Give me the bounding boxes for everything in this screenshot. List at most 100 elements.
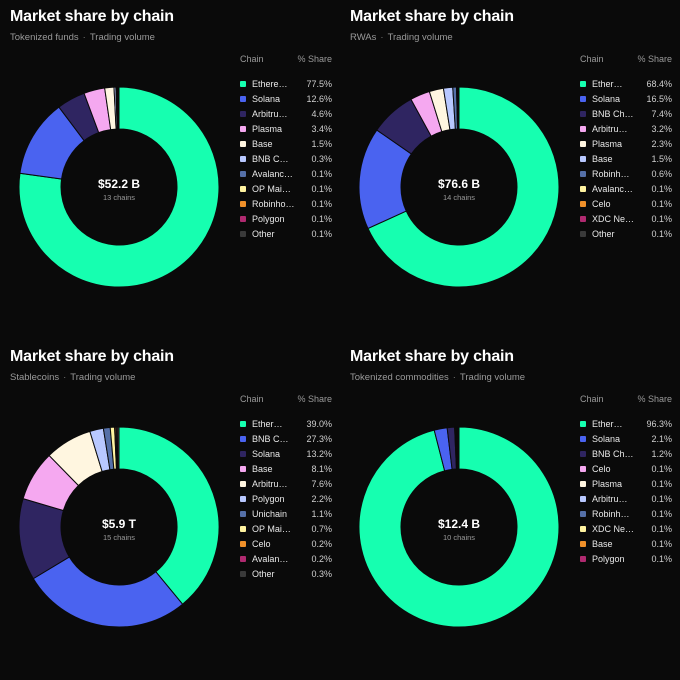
legend-chain-name: BNB Ch… xyxy=(592,448,634,459)
legend-item[interactable]: Other 0.1% xyxy=(240,226,332,241)
chart-title: Market share by chain xyxy=(350,348,514,365)
legend-item[interactable]: Robinh… 0.6% xyxy=(580,166,672,181)
legend-chain-name: Robinh… xyxy=(592,508,630,519)
legend-item[interactable]: Polygon 0.1% xyxy=(240,211,332,226)
legend-header-share: % Share xyxy=(297,54,332,64)
legend-swatch xyxy=(240,480,246,487)
legend-item[interactable]: BNB Ch… 1.2% xyxy=(580,446,672,461)
donut-center-count: 15 chains xyxy=(103,533,135,542)
legend-item[interactable]: Base 1.5% xyxy=(580,151,672,166)
legend-chain-name: Avalan… xyxy=(252,553,289,564)
legend-item[interactable]: Other 0.1% xyxy=(580,226,672,241)
legend-item[interactable]: Other 0.3% xyxy=(240,566,332,581)
subtitle-metric: Trading volume xyxy=(70,372,136,383)
legend-chain-name: Plasma xyxy=(592,478,623,489)
legend-item[interactable]: Polygon 2.2% xyxy=(240,491,332,506)
legend-chain-name: Unichain xyxy=(252,508,288,519)
legend-item[interactable]: Robinh… 0.1% xyxy=(580,506,672,521)
legend-swatch xyxy=(580,525,586,532)
legend-chain-name: Base xyxy=(252,463,273,474)
legend-item[interactable]: Solana 2.1% xyxy=(580,431,672,446)
legend-chain-name: Base xyxy=(592,153,613,164)
legend-share-value: 13.2% xyxy=(306,448,332,459)
chart-panel-rwas: Market share by chain RWAs · Trading volum… xyxy=(340,0,680,340)
legend-item[interactable]: Robinho… 0.1% xyxy=(240,196,332,211)
legend-item[interactable]: Base 1.5% xyxy=(240,136,332,151)
legend-item[interactable]: Ether… 96.3% xyxy=(580,416,672,431)
legend-share-value: 0.1% xyxy=(651,213,672,224)
legend-item[interactable]: Ethere… 77.5% xyxy=(240,76,332,91)
legend-item[interactable]: Ether… 39.0% xyxy=(240,416,332,431)
legend-share-value: 0.1% xyxy=(311,198,332,209)
legend-item[interactable]: Arbitru… 4.6% xyxy=(240,106,332,121)
chart-title: Market share by chain xyxy=(350,8,514,25)
donut-slice-10[interactable] xyxy=(117,86,120,130)
donut-slice-0[interactable] xyxy=(358,426,560,628)
donut-slice-1[interactable] xyxy=(32,556,184,628)
donut-slice-10[interactable] xyxy=(116,426,120,470)
legend-item[interactable]: Polygon 0.1% xyxy=(580,551,672,566)
legend-item[interactable]: Arbitru… 0.1% xyxy=(580,491,672,506)
legend-item[interactable]: Solana 16.5% xyxy=(580,91,672,106)
legend-item[interactable]: Avalanc… 0.1% xyxy=(580,181,672,196)
donut-center-amount: $52.2 B xyxy=(98,177,140,191)
legend-share-value: 0.1% xyxy=(311,213,332,224)
legend-header: Chain % Share xyxy=(240,394,332,408)
legend-item[interactable]: Avalan… 0.2% xyxy=(240,551,332,566)
legend-share-value: 0.1% xyxy=(651,183,672,194)
legend-item[interactable]: Plasma 2.3% xyxy=(580,136,672,151)
legend-item[interactable]: Celo 0.2% xyxy=(240,536,332,551)
legend-item[interactable]: Avalanc… 0.1% xyxy=(240,166,332,181)
donut-slice-10[interactable] xyxy=(457,86,460,130)
legend-item[interactable]: OP Mai… 0.1% xyxy=(240,181,332,196)
legend-item[interactable]: BNB C… 0.3% xyxy=(240,151,332,166)
legend-header: Chain % Share xyxy=(580,394,672,408)
donut-slice-9[interactable] xyxy=(457,426,460,470)
legend-item[interactable]: Arbitru… 3.2% xyxy=(580,121,672,136)
legend-item[interactable]: BNB C… 27.3% xyxy=(240,431,332,446)
legend-item[interactable]: OP Mai… 0.7% xyxy=(240,521,332,536)
legend-share-value: 39.0% xyxy=(306,418,332,429)
legend-share-value: 27.3% xyxy=(306,433,332,444)
legend-item[interactable]: Solana 12.6% xyxy=(240,91,332,106)
legend-item[interactable]: Celo 0.1% xyxy=(580,196,672,211)
legend-item[interactable]: Base 8.1% xyxy=(240,461,332,476)
legend-item[interactable]: Celo 0.1% xyxy=(580,461,672,476)
legend-item[interactable]: Plasma 3.4% xyxy=(240,121,332,136)
chart-legend: Chain % Share Ethere… 77.5% Solana 12.6% Arbi… xyxy=(240,54,332,241)
chart-legend: Chain % Share Ether… 68.4% Solana 16.5% BNB C… xyxy=(580,54,672,241)
legend-item[interactable]: XDC Ne… 0.1% xyxy=(580,521,672,536)
donut-slice-0[interactable] xyxy=(367,86,560,288)
legend-item[interactable]: Plasma 0.1% xyxy=(580,476,672,491)
legend-swatch xyxy=(580,495,586,502)
donut-center-amount: $76.6 B xyxy=(438,177,480,191)
legend-chain-name: Arbitru… xyxy=(252,108,288,119)
donut-slice-0[interactable] xyxy=(18,86,220,288)
legend-item[interactable]: Unichain 1.1% xyxy=(240,506,332,521)
legend-chain-name: BNB C… xyxy=(252,153,289,164)
legend-share-value: 7.6% xyxy=(311,478,332,489)
chart-legend: Chain % Share Ether… 96.3% Solana 2.1% BNB Ch… xyxy=(580,394,672,566)
legend-item[interactable]: Base 0.1% xyxy=(580,536,672,551)
legend-swatch xyxy=(240,435,246,442)
legend-swatch xyxy=(580,80,586,87)
legend-item[interactable]: XDC Ne… 0.1% xyxy=(580,211,672,226)
legend-item[interactable]: BNB Ch… 7.4% xyxy=(580,106,672,121)
legend-chain-name: Plasma xyxy=(592,138,623,149)
legend-share-value: 0.1% xyxy=(311,168,332,179)
donut-slice-0[interactable] xyxy=(118,426,220,605)
legend-chain-name: Arbitru… xyxy=(592,123,628,134)
legend-chain-name: Polygon xyxy=(252,493,285,504)
legend-swatch xyxy=(580,435,586,442)
subtitle-metric: Trading volume xyxy=(89,32,155,43)
legend-swatch xyxy=(240,495,246,502)
legend-swatch xyxy=(580,480,586,487)
legend-item[interactable]: Arbitru… 7.6% xyxy=(240,476,332,491)
legend-chain-name: BNB C… xyxy=(252,433,289,444)
legend-item[interactable]: Ether… 68.4% xyxy=(580,76,672,91)
legend-chain-name: Celo xyxy=(592,463,611,474)
legend-swatch xyxy=(240,450,246,457)
legend-item[interactable]: Solana 13.2% xyxy=(240,446,332,461)
donut-chart: $52.2 B 13 chains xyxy=(18,86,220,288)
legend-share-value: 0.1% xyxy=(651,493,672,504)
